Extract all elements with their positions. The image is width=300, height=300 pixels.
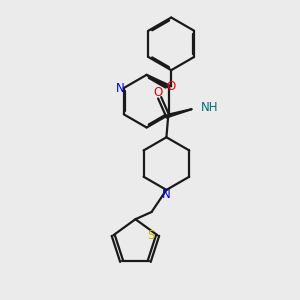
Text: O: O (153, 86, 163, 99)
Text: O: O (167, 80, 176, 93)
Text: N: N (162, 188, 171, 201)
Text: N: N (116, 82, 125, 94)
Text: NH: NH (201, 100, 218, 114)
Text: S: S (148, 229, 155, 242)
